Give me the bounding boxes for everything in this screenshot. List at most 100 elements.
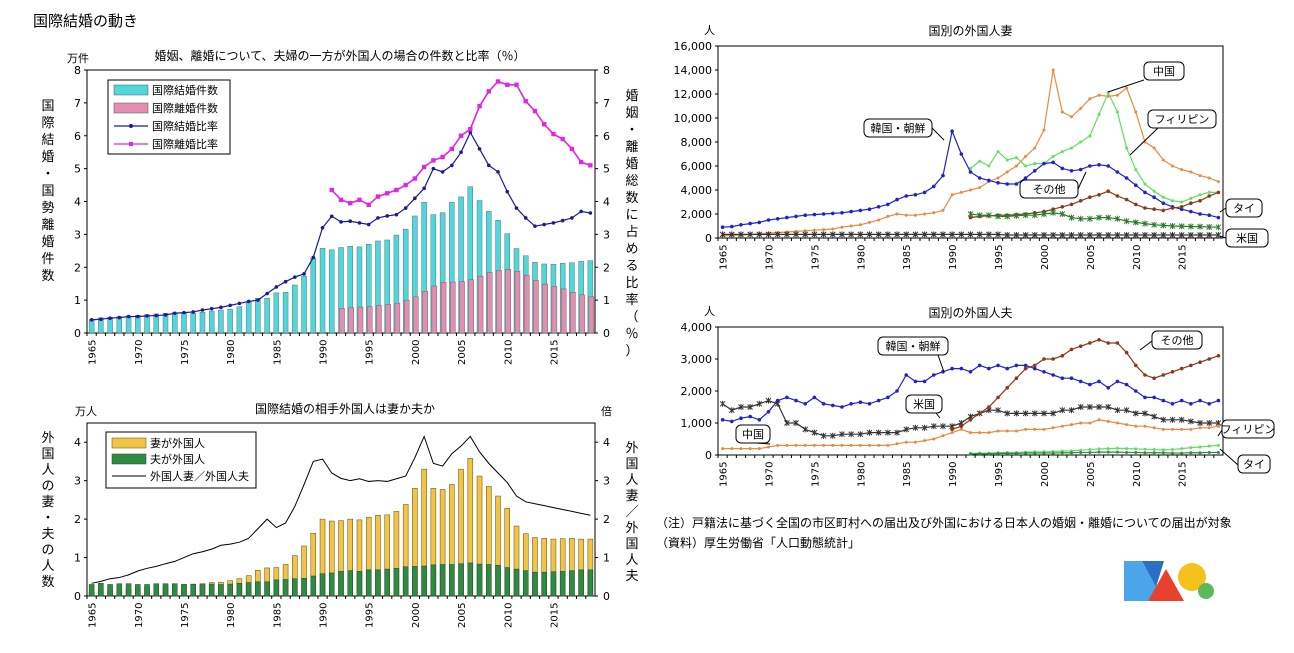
series-5-point	[1134, 450, 1138, 454]
series-3-point	[357, 197, 362, 203]
series-2-point	[895, 197, 899, 202]
series-2-point	[849, 209, 853, 214]
series-3-point	[1051, 426, 1055, 430]
series-3-point	[477, 103, 482, 109]
series-1-point	[1206, 420, 1213, 426]
notes: （注）戸籍法に基づく全国の市区町村への届出及び外国における日本人の婚姻・離婚につ…	[656, 513, 1232, 553]
x-tick-label: 2000	[1040, 245, 1051, 270]
series-2-point	[1078, 167, 1083, 172]
x-tick-label: 1970	[134, 603, 145, 628]
series-5-point	[1059, 232, 1066, 238]
series-0-point	[803, 402, 808, 406]
bar-0	[172, 312, 178, 334]
series-3-point	[730, 447, 734, 451]
series-5-point	[969, 452, 972, 456]
x-tick-label: 2000	[1040, 462, 1051, 487]
series-2-point	[1106, 164, 1111, 168]
x-tick-label: 1980	[856, 245, 867, 270]
series-2-point	[394, 212, 399, 217]
series-0-point	[913, 213, 917, 217]
series-1-point	[1105, 404, 1112, 410]
y-tick-label: 16,000	[674, 40, 713, 53]
legend-label: 妻が外国人	[150, 436, 205, 450]
bar-1	[422, 291, 428, 334]
series-3-point	[840, 443, 844, 447]
series-3-point	[877, 443, 881, 447]
series-3-point	[932, 437, 936, 441]
series-5-point	[903, 231, 910, 238]
series-3-point	[831, 443, 835, 447]
series-5-point	[1115, 450, 1119, 454]
series-1-point	[1031, 410, 1038, 417]
series-4-point	[1114, 215, 1121, 222]
series-0-point	[831, 227, 835, 231]
bar-1	[496, 270, 502, 334]
series-5-point	[885, 231, 891, 238]
series-0-point	[1207, 402, 1212, 406]
series-3-point	[1079, 421, 1083, 425]
series-4-point	[1171, 448, 1174, 452]
bar-husband	[578, 569, 584, 597]
series-5-point	[1060, 451, 1064, 455]
series-2-point	[1170, 370, 1175, 374]
legend-swatch	[113, 84, 149, 96]
series-0-point	[1152, 146, 1156, 150]
series-0-point	[812, 228, 816, 232]
series-3-point	[1115, 194, 1120, 198]
series-3-point	[794, 443, 798, 447]
series-1-point	[1014, 156, 1018, 160]
series-3-point	[858, 443, 862, 447]
series-0-point	[968, 370, 973, 374]
series-4-point	[1142, 220, 1148, 227]
series-0-point	[1106, 386, 1111, 390]
y2-tick-label: 7	[603, 97, 610, 110]
series-0-point	[959, 190, 963, 194]
x-tick-label: 2000	[411, 603, 422, 628]
series-3-point	[1170, 206, 1175, 210]
series-5-point	[765, 231, 772, 238]
series-1-point	[1132, 410, 1139, 417]
series-5-point	[1151, 232, 1157, 238]
series-4-point	[1068, 214, 1075, 221]
series-2-point	[977, 411, 982, 416]
series-0-point	[886, 395, 890, 400]
bar-husband	[393, 568, 400, 597]
series-0-point	[1115, 379, 1120, 384]
series-3-point	[822, 443, 826, 447]
callout-label: 米国	[913, 398, 935, 411]
series-5-point	[1142, 232, 1148, 238]
series-0-point	[840, 405, 844, 409]
series-2-point	[785, 215, 789, 220]
series-4-point	[1106, 447, 1110, 451]
series-5-point	[1033, 451, 1037, 455]
series-5-point	[949, 231, 955, 238]
bar-1	[376, 305, 382, 334]
bar-husband	[319, 573, 326, 597]
series-3-point	[1097, 193, 1101, 197]
series-1-point	[1033, 162, 1037, 166]
series-1-line	[970, 91, 1219, 203]
series-1-point	[829, 432, 836, 439]
series-2-point	[904, 194, 909, 198]
legend-label: 夫が外国人	[150, 452, 205, 466]
bar-0	[319, 247, 326, 334]
x-tick-label: 1980	[226, 603, 237, 628]
series-2-point	[867, 207, 872, 211]
series-4-point	[1097, 447, 1101, 451]
bar-husband	[449, 564, 455, 597]
y2-tick-label: 0	[603, 590, 610, 603]
series-2-point	[748, 221, 752, 226]
series-0-point	[840, 225, 844, 229]
series-2-point	[959, 152, 964, 156]
series-1-point	[995, 407, 1001, 414]
x-tick-label: 1990	[948, 462, 959, 487]
bar-husband	[559, 571, 566, 597]
bar-husband	[430, 564, 437, 597]
x-tick-label: 2015	[549, 603, 560, 628]
series-2-point	[803, 213, 808, 217]
series-4-point	[1169, 223, 1176, 229]
series-2-point	[729, 224, 734, 229]
series-1-point	[969, 166, 972, 170]
series-2-point	[1207, 357, 1212, 361]
series-3-point	[776, 443, 780, 447]
